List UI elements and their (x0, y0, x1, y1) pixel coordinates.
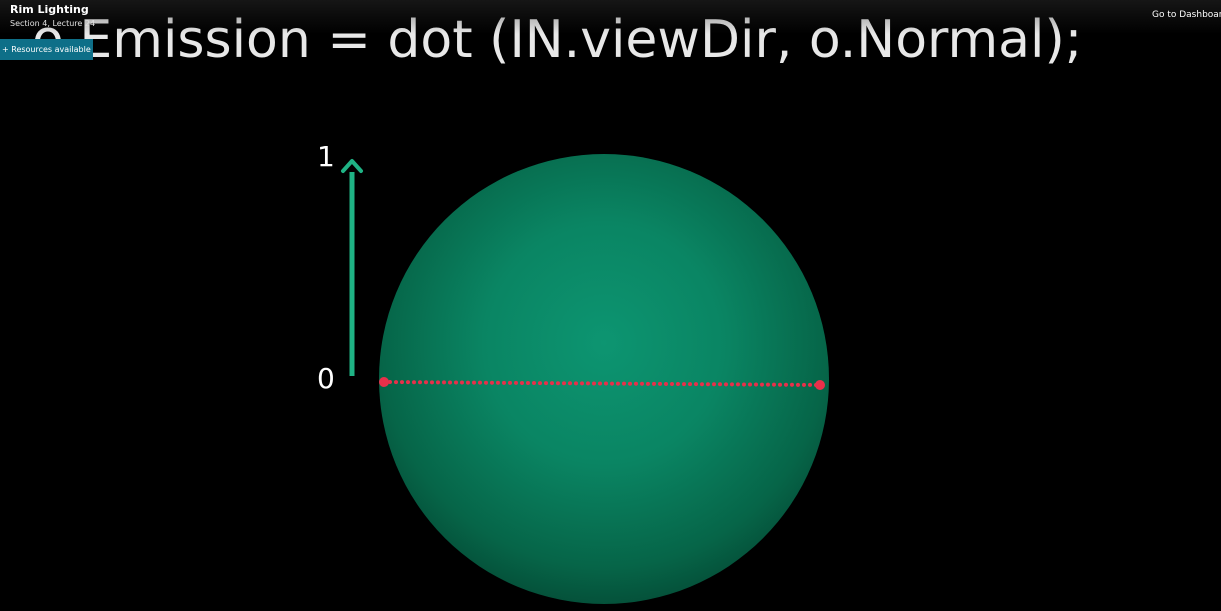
player-top-bar (0, 0, 1221, 34)
dotted-line-right-endpoint (815, 380, 825, 390)
dotted-line (382, 380, 822, 387)
lecture-subtitle: Section 4, Lecture 24 (10, 19, 96, 28)
green-sphere (379, 154, 829, 604)
lecture-title: Rim Lighting (10, 3, 89, 16)
arrow-head-icon (341, 159, 363, 173)
axis-label-top: 1 (317, 140, 335, 173)
axis-label-bottom: 0 (317, 362, 335, 395)
go-to-dashboard-link[interactable]: Go to Dashboard (1152, 10, 1221, 20)
resources-button[interactable]: + Resources available (0, 39, 93, 60)
dotted-line-left-endpoint (379, 377, 389, 387)
